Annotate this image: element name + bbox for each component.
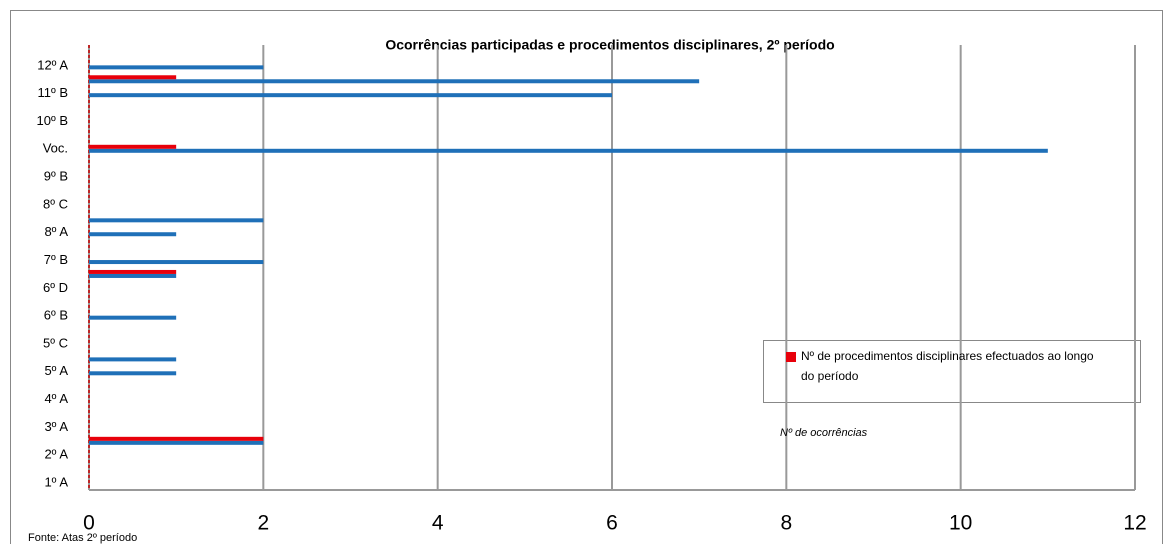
y-tick-label: 8º C	[43, 196, 68, 211]
chart-title: Ocorrências participadas e procedimentos…	[385, 37, 834, 53]
y-tick-label: 1º A	[44, 474, 68, 489]
y-tick-label: 2º A	[44, 447, 68, 462]
bar	[89, 269, 177, 274]
bar	[89, 315, 177, 320]
bar	[89, 371, 177, 376]
y-tick-label: 10º B	[37, 113, 69, 128]
y-tick-label: Voc.	[43, 141, 68, 156]
y-tick-label: 7º B	[44, 252, 68, 267]
x-tick-label: 0	[83, 512, 95, 535]
y-tick-label: 5º A	[44, 363, 68, 378]
bar	[89, 148, 1048, 153]
source-note: Fonte: Atas 2º período	[28, 532, 137, 544]
legend-label-line: do período	[801, 369, 859, 383]
bar	[89, 260, 264, 265]
legend-label: Nº de ocorrências	[780, 427, 868, 439]
y-tick-label: 6º D	[43, 280, 68, 295]
x-tick-label: 2	[257, 512, 269, 535]
bar	[89, 436, 264, 441]
x-tick-label: 4	[432, 512, 444, 535]
y-tick-label: 12º A	[37, 57, 68, 72]
x-tick-label: 12	[1123, 512, 1146, 535]
y-tick-label: 11º B	[37, 85, 68, 100]
x-tick-label: 10	[949, 512, 972, 535]
chart-border	[10, 10, 1163, 544]
bar	[89, 79, 700, 84]
bar	[89, 440, 264, 445]
bar	[89, 65, 264, 70]
bar	[89, 144, 177, 149]
y-tick-label: 6º B	[44, 308, 68, 323]
bar	[89, 75, 177, 80]
x-tick-label: 6	[606, 512, 618, 535]
y-tick-label: 8º A	[44, 224, 68, 239]
bar	[89, 273, 177, 278]
bar	[89, 93, 612, 98]
legend-swatch	[786, 352, 796, 362]
bar	[89, 232, 177, 237]
bar	[89, 357, 177, 362]
y-tick-label: 4º A	[44, 391, 68, 406]
bar	[89, 218, 264, 223]
legend-label-line: Nº de procedimentos disciplinares efectu…	[801, 349, 1094, 363]
x-tick-label: 8	[780, 512, 792, 535]
legend-box	[763, 340, 1141, 403]
legend-label: Nº de procedimentos disciplinares efectu…	[801, 349, 1094, 383]
y-tick-label: 3º A	[44, 419, 68, 434]
y-tick-label: 9º B	[44, 169, 68, 184]
y-tick-label: 5º C	[43, 335, 68, 350]
